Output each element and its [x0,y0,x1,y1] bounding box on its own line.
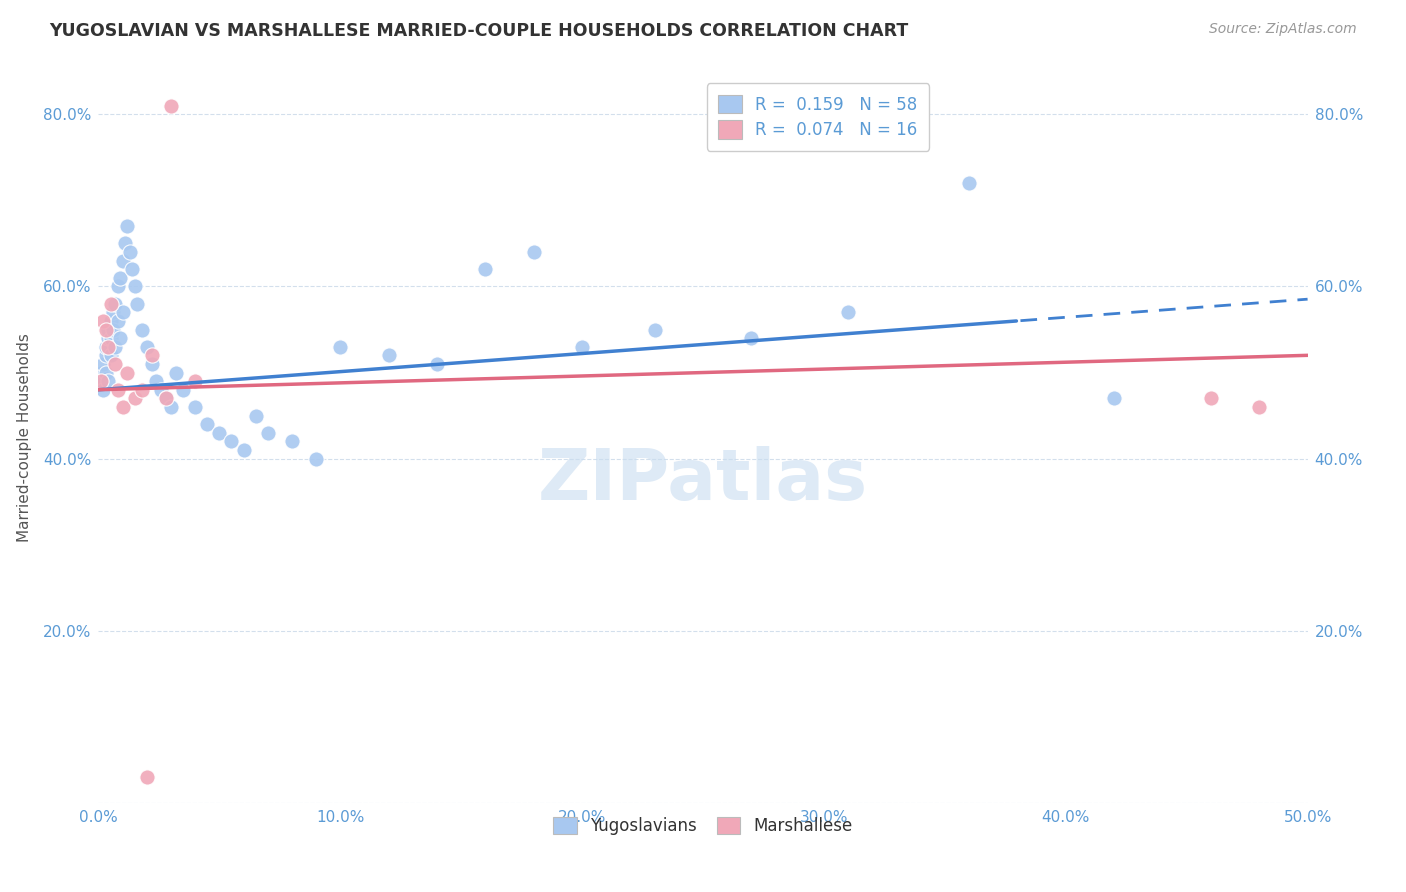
Point [426,357,449,371]
Point [1102,392,1125,406]
Point [100,331,122,345]
Legend: Yugoslavians, Marshallese: Yugoslavians, Marshallese [547,811,859,842]
Point [107,314,129,328]
Point [305,451,328,466]
Point [91,383,114,397]
Point [1249,400,1271,414]
Point [91,314,114,328]
Point [281,434,304,449]
Point [107,279,129,293]
Point [90,374,112,388]
Point [127,296,149,310]
Point [131,383,153,397]
Point [184,374,207,388]
Point [124,392,146,406]
Text: Source: ZipAtlas.com: Source: ZipAtlas.com [1209,22,1357,37]
Point [135,340,157,354]
Point [107,383,129,397]
Point [165,366,187,380]
Point [957,176,980,190]
Point [100,314,122,328]
Point [104,340,127,354]
Point [150,383,173,397]
Point [221,434,243,449]
Point [740,331,762,345]
Point [184,400,207,414]
Point [111,305,134,319]
Point [90,374,112,388]
Point [94,340,117,354]
Point [117,366,139,380]
Text: YUGOSLAVIAN VS MARSHALLESE MARRIED-COUPLE HOUSEHOLDS CORRELATION CHART: YUGOSLAVIAN VS MARSHALLESE MARRIED-COUPL… [49,22,908,40]
Point [172,383,194,397]
Point [108,331,131,345]
Point [100,296,122,310]
Point [101,305,124,319]
Point [90,366,112,380]
Point [94,322,117,336]
Point [97,340,120,354]
Point [94,366,117,380]
Point [104,296,127,310]
Point [329,340,352,354]
Point [155,392,177,406]
Point [1199,392,1222,406]
Point [100,348,122,362]
Point [118,245,141,260]
Point [108,271,131,285]
Point [160,400,183,414]
Point [91,357,114,371]
Point [101,322,124,336]
Point [155,392,177,406]
Point [124,279,146,293]
Point [377,348,399,362]
Point [97,322,120,336]
Point [141,357,163,371]
Point [837,305,859,319]
Point [644,322,666,336]
Point [135,770,157,784]
Point [97,374,120,388]
Point [121,262,143,277]
Point [94,348,117,362]
Point [160,99,183,113]
Point [117,219,139,234]
Point [571,340,593,354]
Point [245,409,267,423]
Point [208,425,231,440]
Point [111,253,134,268]
Point [97,331,120,345]
Point [232,442,254,457]
Point [195,417,218,432]
Point [523,245,546,260]
Point [145,374,167,388]
Point [474,262,496,277]
Point [114,236,136,251]
Point [256,425,278,440]
Point [131,322,153,336]
Text: ZIPatlas: ZIPatlas [538,447,868,516]
Point [141,348,163,362]
Y-axis label: Married-couple Households: Married-couple Households [17,333,32,541]
Point [104,357,127,371]
Point [111,400,134,414]
